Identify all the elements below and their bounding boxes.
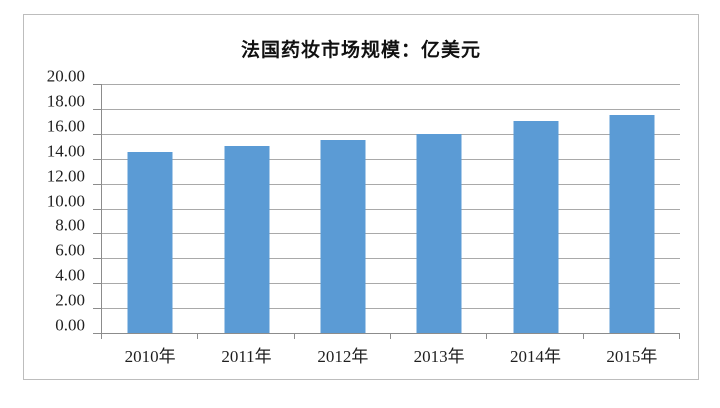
- x-tick-label: 2014年: [510, 347, 561, 366]
- y-tick-label: 10.00: [46, 191, 85, 210]
- gridline: [102, 84, 680, 85]
- x-axis-tick: [390, 333, 391, 339]
- y-axis-tick: [93, 183, 102, 185]
- plot-area: 0.00 2.00 4.00 6.00 8.00 10.00 12.00 14.00 16.00…: [47, 68, 680, 366]
- y-axis-tick: [93, 108, 102, 110]
- bar-2012年: [320, 140, 366, 333]
- gridline: [102, 183, 680, 185]
- y-tick-label: 4.00: [55, 265, 85, 285]
- y-tick-label: 20.00: [46, 66, 85, 86]
- y-axis-tick: [93, 233, 102, 235]
- gridline: [102, 258, 680, 260]
- x-axis-tick: [582, 333, 584, 339]
- bar-2011年: [224, 146, 269, 333]
- gridline: [102, 158, 680, 160]
- x-axis-tick: [293, 333, 295, 339]
- x-tick-label: 2010年: [124, 347, 176, 366]
- x-axis-tick: [679, 333, 680, 339]
- x-tick-label: 2015年: [606, 347, 658, 366]
- y-axis-tick: [93, 133, 102, 135]
- bar-2010年: [127, 152, 173, 333]
- y-axis-tick: [93, 208, 102, 210]
- y-axis-tick: [93, 283, 102, 285]
- x-axis-tick: [101, 333, 102, 339]
- y-tick-label: 6.00: [55, 240, 85, 260]
- x-axis-tick: [197, 333, 199, 339]
- gridline: [102, 208, 680, 210]
- gridline: [102, 308, 680, 310]
- bar-2015年: [609, 115, 655, 333]
- gridline: [102, 283, 680, 285]
- chart-title: 法国药妆市场规模：亿美元: [240, 40, 481, 61]
- x-axis-tick: [486, 333, 488, 339]
- y-tick-label: 18.00: [46, 91, 85, 111]
- y-axis-tick: [93, 158, 102, 160]
- y-tick-label: 0.00: [55, 315, 85, 335]
- x-tick-label: 2013年: [413, 347, 465, 366]
- x-tick-label: 2011年: [221, 347, 272, 366]
- bar-2013年: [416, 133, 462, 333]
- chart-frame: 法国药妆市场规模：亿美元 0.00 2.00 4.00 6.00 8.00 10.00 12…: [23, 14, 699, 380]
- y-tick-label: 8.00: [55, 215, 85, 235]
- gridline: [102, 108, 680, 110]
- y-axis-tick: [93, 84, 102, 85]
- gridline: [102, 133, 680, 135]
- bar-2014年: [513, 121, 558, 333]
- y-tick-label: 12.00: [46, 166, 85, 186]
- x-tick-label: 2012年: [317, 347, 369, 366]
- y-tick-label: 14.00: [46, 141, 85, 161]
- y-axis-tick: [93, 308, 102, 310]
- gridline: [102, 233, 680, 235]
- y-axis-tick: [93, 258, 102, 260]
- y-tick-label: 2.00: [55, 290, 85, 310]
- y-axis-tick: [93, 333, 102, 334]
- y-tick-label: 16.00: [46, 116, 85, 136]
